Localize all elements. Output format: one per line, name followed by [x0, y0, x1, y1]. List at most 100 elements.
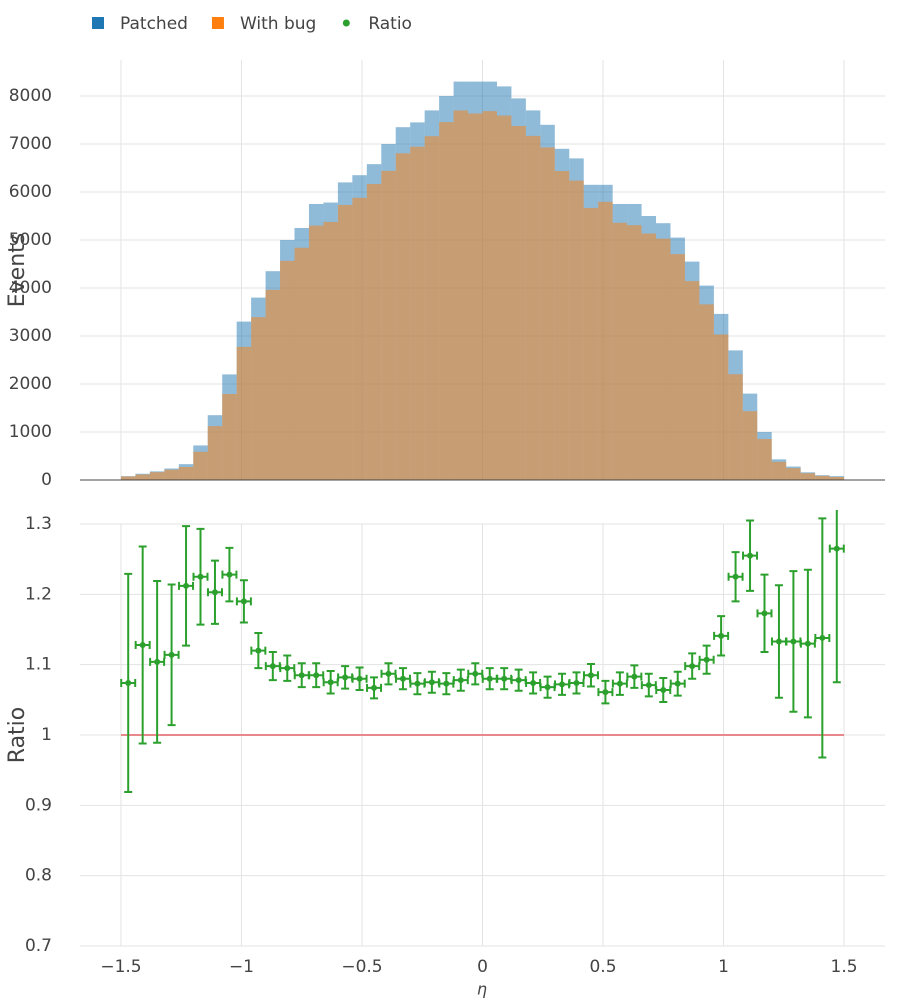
point [139, 641, 146, 648]
bar [410, 146, 425, 480]
bar [178, 466, 194, 480]
point [631, 673, 638, 680]
point [674, 680, 681, 687]
bar [265, 289, 281, 480]
point [819, 634, 826, 641]
point [501, 675, 508, 682]
bar [742, 411, 758, 480]
legend-label: With bug [240, 14, 316, 34]
bar [800, 473, 816, 480]
bar [120, 476, 136, 480]
bar [135, 474, 150, 480]
x-tick-label: 1.5 [831, 957, 858, 977]
point [689, 663, 696, 670]
point [587, 672, 594, 679]
bar [149, 472, 165, 480]
bar [713, 334, 729, 480]
point [747, 552, 754, 559]
bar [381, 170, 396, 480]
point [443, 680, 450, 687]
y-tick-label: 1.3 [25, 514, 52, 534]
point [211, 589, 218, 596]
x-tick-label: 1 [718, 957, 729, 977]
point [472, 670, 479, 677]
point [313, 672, 320, 679]
point [327, 679, 334, 686]
point [775, 638, 782, 645]
point [761, 610, 768, 617]
point [645, 682, 652, 689]
legend-swatch [211, 17, 224, 29]
y-tick-label: 0.7 [25, 936, 52, 956]
bar [236, 346, 252, 480]
y-tick-label: 4000 [9, 278, 52, 298]
x-tick-label: −0.5 [341, 957, 382, 977]
legend: Patched With bug Ratio [92, 14, 412, 34]
point [197, 573, 204, 580]
bar [496, 115, 512, 480]
plot-area [120, 510, 845, 793]
bar [280, 260, 295, 480]
bar [511, 126, 526, 480]
y-axis-title: Events [5, 233, 30, 308]
bar [222, 393, 237, 480]
bar [439, 122, 454, 480]
point [240, 598, 247, 605]
legend-swatch [92, 17, 104, 29]
bar [554, 171, 570, 481]
point [371, 684, 378, 691]
x-tick-label: −1 [229, 957, 254, 977]
point [385, 670, 392, 677]
y-tick-label: 6000 [9, 182, 52, 202]
point [226, 571, 233, 578]
bar [366, 183, 382, 480]
y-tick-label: 3000 [9, 326, 52, 346]
y-tick-label: 1.2 [25, 584, 52, 604]
y-tick-label: 2000 [9, 374, 52, 394]
y-tick-label: 8000 [9, 86, 52, 106]
bar [786, 468, 801, 480]
point [573, 679, 580, 686]
point [790, 638, 797, 645]
bar [337, 204, 353, 480]
point [703, 656, 710, 663]
bar [641, 233, 657, 480]
point [168, 651, 175, 658]
bar [468, 113, 483, 481]
x-tick-label: 0.5 [589, 957, 616, 977]
y-axis-title: Ratio [5, 707, 30, 763]
point [255, 647, 262, 654]
bar [728, 374, 743, 480]
bar [294, 247, 309, 480]
bar [323, 221, 338, 481]
point [602, 689, 609, 696]
bar [699, 304, 714, 480]
legend-swatch [342, 19, 350, 27]
bar [815, 475, 830, 480]
point [342, 674, 349, 681]
point [486, 675, 493, 682]
bar [540, 147, 555, 480]
point [154, 658, 161, 665]
bar [164, 469, 179, 480]
y-tick-label: 0.9 [25, 795, 52, 815]
point [269, 663, 276, 670]
bar [569, 180, 584, 481]
bar [482, 111, 497, 481]
point [356, 675, 363, 682]
bar [251, 317, 266, 480]
bar [757, 439, 772, 480]
y-tick-label: 7000 [9, 134, 52, 154]
bar [612, 222, 628, 480]
point [530, 679, 537, 686]
point [732, 573, 739, 580]
point [544, 684, 551, 691]
y-tick-label: 1 [41, 725, 52, 745]
bar [583, 207, 599, 480]
x-tick-label: −1.5 [100, 957, 141, 977]
y-tick-label: 1.1 [25, 655, 52, 675]
point [804, 640, 811, 647]
point [660, 686, 667, 693]
point [718, 632, 725, 639]
bar [352, 197, 367, 480]
